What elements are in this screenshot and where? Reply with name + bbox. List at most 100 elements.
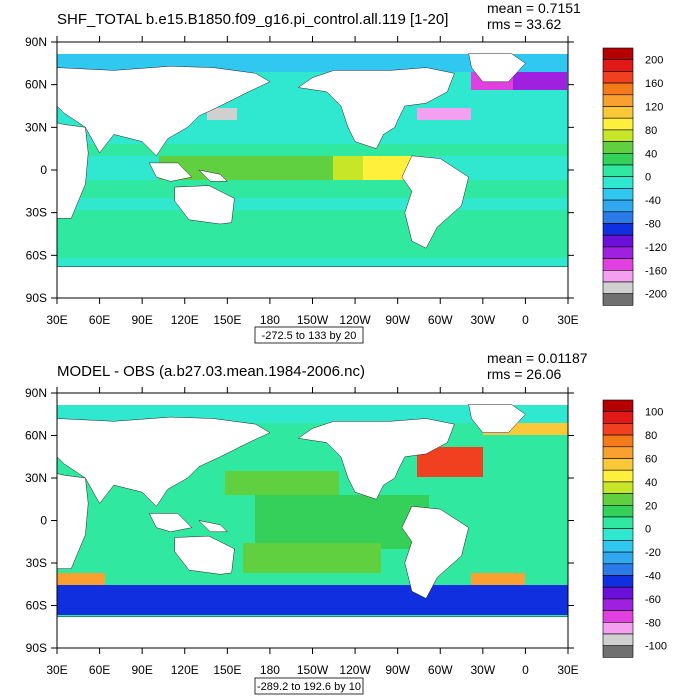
mean-label: mean = 0.01187	[487, 350, 588, 366]
x-tick-label: 60E	[89, 313, 110, 327]
range-label: -272.5 to 133 by 20	[262, 330, 357, 342]
colorbar-swatch	[602, 234, 634, 248]
map-panel-1: SHF_TOTAL b.e15.B1850.f09_g16.pi_control…	[25, 0, 667, 344]
land-5	[401, 506, 469, 599]
colorbar-swatch	[602, 645, 634, 658]
land-4	[297, 67, 455, 150]
colorbar-swatch	[602, 610, 634, 623]
colorbar-swatch	[602, 117, 634, 131]
x-tick-label: 30E	[46, 663, 67, 677]
colorbar-label: -80	[645, 617, 661, 629]
colorbar-swatch	[602, 188, 634, 201]
x-tick-label: 30E	[46, 313, 67, 327]
y-tick-label: 60S	[26, 599, 47, 613]
y-tick-label: 60S	[26, 248, 47, 262]
x-tick-label: 120E	[171, 313, 199, 327]
colorbar-swatch	[602, 458, 634, 471]
land-6	[468, 404, 526, 433]
colorbar-swatch	[602, 563, 634, 576]
y-tick-label: 90N	[25, 35, 47, 49]
colorbar-label: 60	[645, 454, 657, 466]
colorbar-swatch	[602, 598, 634, 611]
colorbar-label: -120	[645, 242, 667, 254]
x-tick-label: 60W	[428, 663, 453, 677]
land-mask	[57, 53, 568, 298]
colorbar-swatch	[602, 106, 634, 119]
land-6	[468, 53, 526, 83]
x-tick-label: 30W	[470, 313, 495, 327]
y-tick-label: 60N	[25, 78, 47, 92]
land-2	[57, 473, 89, 569]
colorbar-swatch	[602, 129, 634, 142]
rms-label: rms = 33.62	[487, 16, 562, 32]
colorbar-swatch	[602, 411, 634, 424]
colorbar-swatch	[602, 223, 634, 236]
colorbar-label: 80	[645, 125, 657, 137]
colorbar-swatch	[602, 153, 634, 166]
colorbar-label: 40	[645, 148, 657, 160]
land-7	[57, 266, 568, 298]
colorbar-swatch	[602, 211, 634, 224]
colorbar: 200 160 120 80 40 0 -40 -80 -120 -160 -200	[602, 47, 667, 306]
x-tick-label: 30E	[557, 663, 578, 677]
range-frame	[254, 677, 364, 695]
colorbar-swatch	[602, 176, 634, 189]
x-tick-label: 150E	[213, 313, 241, 327]
colorbar-label: -80	[645, 219, 661, 231]
land-7	[57, 616, 568, 648]
x-tick-label: 0	[522, 313, 529, 327]
colorbar-label: 20	[645, 500, 657, 512]
colorbar-swatch	[602, 141, 634, 154]
x-tick-label: 30W	[470, 663, 495, 677]
colorbar-label: -40	[645, 571, 661, 583]
land-5	[401, 155, 469, 249]
land-3	[174, 185, 235, 225]
mean-label: mean = 0.7151	[487, 0, 581, 16]
x-tick-label: 150W	[297, 313, 329, 327]
range-label: -289.2 to 192.6 by 10	[257, 681, 361, 693]
x-tick-label: 150W	[297, 663, 329, 677]
colorbar-swatch	[602, 423, 634, 436]
land-8	[148, 513, 193, 533]
colorbar-swatch	[602, 246, 634, 259]
colorbar-label: 80	[645, 430, 657, 442]
land-9	[198, 169, 228, 182]
colorbar-swatch	[602, 481, 634, 494]
colorbar-swatch	[602, 493, 634, 506]
plot-title: SHF_TOTAL b.e15.B1850.f09_g16.pi_control…	[57, 11, 448, 28]
colorbar-swatch	[602, 621, 634, 635]
colorbar: 100 80 60 40 20 0 -20 -40 -60 -80 -100	[602, 399, 667, 658]
y-tick-label: 30S	[26, 206, 47, 220]
colorbar-label: -20	[645, 547, 661, 559]
colorbar-swatch	[602, 164, 634, 177]
x-tick-label: 120W	[339, 663, 371, 677]
colorbar-swatch	[602, 575, 634, 588]
colorbar-label: -200	[645, 289, 667, 301]
rms-label: rms = 26.06	[487, 366, 562, 382]
colorbar-label: 100	[645, 407, 663, 419]
y-tick-label: 90N	[25, 386, 47, 400]
x-tick-label: 60W	[428, 313, 453, 327]
x-tick-label: 60E	[89, 663, 110, 677]
colorbar-swatch	[602, 551, 634, 565]
colorbar-swatch	[602, 504, 634, 518]
colorbar-swatch	[602, 469, 634, 483]
colorbar-swatch	[602, 269, 634, 283]
y-tick-label: 30N	[25, 120, 47, 134]
range-frame	[254, 326, 364, 344]
land-2	[57, 122, 89, 219]
colorbar-swatch	[602, 516, 634, 529]
colorbar-label: 200	[645, 55, 663, 67]
colorbar-swatch	[602, 399, 634, 412]
x-tick-label: 30E	[557, 313, 578, 327]
x-tick-label: 120E	[171, 663, 199, 677]
y-tick-label: 30S	[26, 556, 47, 570]
x-tick-label: 90E	[131, 663, 152, 677]
land-4	[297, 418, 455, 500]
colorbar-swatch	[602, 540, 634, 553]
x-tick-label: 120W	[339, 313, 371, 327]
colorbar-label: -100	[645, 641, 667, 653]
colorbar-swatch	[602, 633, 634, 646]
colorbar-label: -40	[645, 195, 661, 207]
